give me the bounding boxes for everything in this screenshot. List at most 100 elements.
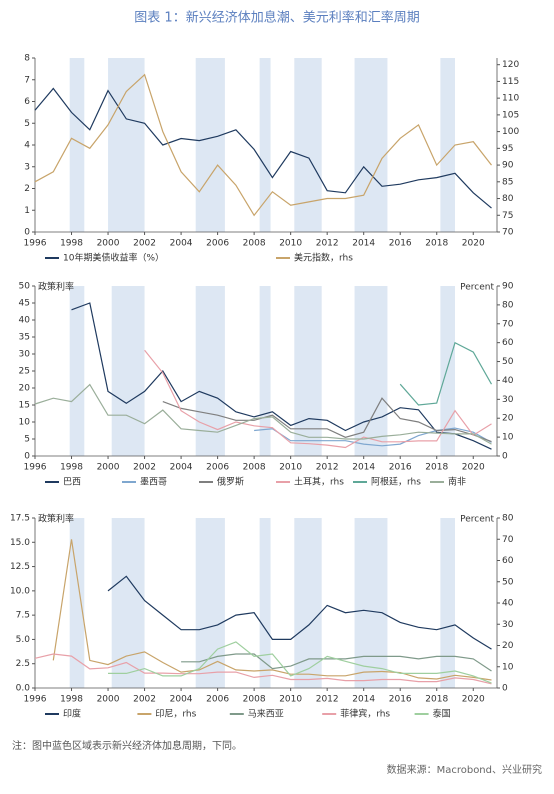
y-tick-label: 6	[24, 97, 30, 107]
x-tick-label: 2010	[279, 239, 302, 249]
shaded-period	[440, 518, 455, 688]
y-tick-label: 2	[24, 184, 30, 194]
legend-label: 10年期美债收益率（%）	[63, 252, 164, 264]
y-tick-label: 30	[19, 350, 31, 360]
shaded-period	[69, 286, 85, 456]
shaded-period	[294, 286, 322, 456]
x-tick-label: 2004	[170, 463, 193, 473]
x-tick-label: 2010	[279, 463, 302, 473]
y-tick-label: 1	[24, 206, 30, 216]
x-tick-label: 2008	[243, 695, 266, 705]
legend-label: 印尼，rhs	[155, 708, 196, 720]
y2-tick-label: 10	[502, 433, 514, 443]
legend-label: 美元指数，rhs	[294, 252, 353, 264]
x-tick-label: 2020	[462, 695, 485, 705]
x-tick-label: 2008	[243, 239, 266, 249]
y2-tick-label: 80	[502, 300, 514, 310]
shaded-period	[111, 286, 145, 456]
x-tick-label: 2018	[425, 239, 448, 249]
series-line	[52, 539, 492, 681]
shaded-period	[354, 58, 388, 232]
y-tick-label: 40	[19, 316, 31, 326]
legend-label: 菲律宾，rhs	[340, 708, 390, 720]
y2-tick-label: 60	[502, 556, 514, 566]
legend-label: 阿根廷，rhs	[371, 476, 421, 488]
y-tick-label: 45	[19, 299, 30, 309]
shaded-period	[294, 58, 322, 232]
y2-tick-label: 40	[502, 599, 514, 609]
x-tick-label: 2012	[316, 463, 339, 473]
y-tick-label: 25	[19, 367, 30, 377]
y2-tick-label: 20	[502, 641, 514, 651]
x-tick-label: 2020	[462, 239, 485, 249]
y2-tick-label: 85	[502, 177, 513, 187]
x-tick-label: 2000	[97, 239, 120, 249]
shaded-period	[440, 58, 455, 232]
x-tick-label: 2004	[170, 239, 193, 249]
x-tick-label: 1996	[24, 695, 47, 705]
y2-tick-label: 50	[502, 357, 514, 367]
y2-tick-label: 0	[502, 684, 508, 694]
y-tick-label: 50	[19, 282, 31, 292]
series-line	[34, 73, 492, 217]
y2-tick-label: 50	[502, 577, 514, 587]
x-tick-label: 2008	[243, 463, 266, 473]
left-axis-label: 政策利率	[38, 513, 74, 525]
shaded-period	[108, 58, 145, 232]
y2-tick-label: 10	[502, 662, 514, 672]
y-tick-label: 35	[19, 333, 30, 343]
x-tick-label: 2016	[389, 463, 412, 473]
y-tick-label: 5.0	[16, 635, 31, 645]
legend-label: 南非	[448, 476, 466, 488]
y2-tick-label: 30	[502, 620, 514, 630]
y-tick-label: 5	[24, 435, 30, 445]
y-tick-label: 15.0	[10, 538, 30, 548]
x-tick-label: 2012	[316, 239, 339, 249]
y-tick-label: 0	[24, 452, 30, 462]
legend-label: 印度	[63, 708, 81, 720]
x-tick-label: 2000	[97, 463, 120, 473]
series-line	[144, 349, 492, 449]
y2-tick-label: 95	[502, 144, 513, 154]
legend-label: 巴西	[63, 477, 81, 488]
series-line	[34, 653, 492, 685]
y-tick-label: 7.5	[16, 611, 30, 621]
x-tick-label: 1996	[24, 463, 47, 473]
x-tick-label: 2014	[352, 463, 375, 473]
legend-label: 土耳其，rhs	[294, 476, 344, 488]
x-tick-label: 1996	[24, 239, 47, 249]
y2-tick-label: 90	[502, 161, 514, 171]
y2-tick-label: 20	[502, 414, 514, 424]
shaded-period	[195, 286, 225, 456]
series-line	[108, 641, 492, 684]
legend-label: 俄罗斯	[217, 476, 244, 488]
shaded-period	[259, 286, 271, 456]
x-tick-label: 2004	[170, 695, 193, 705]
y-tick-label: 17.5	[10, 514, 30, 524]
y-tick-label: 10	[19, 418, 31, 428]
shaded-period	[259, 518, 271, 688]
shaded-period	[354, 518, 388, 688]
y2-tick-label: 110	[502, 94, 519, 104]
x-tick-label: 1998	[60, 463, 83, 473]
x-tick-label: 2018	[425, 463, 448, 473]
x-tick-label: 2006	[206, 695, 229, 705]
y-tick-label: 4	[24, 141, 30, 151]
x-tick-label: 2016	[389, 695, 412, 705]
y-tick-label: 10.0	[10, 586, 30, 596]
series-line	[34, 87, 492, 209]
x-tick-label: 2002	[133, 239, 156, 249]
y2-tick-label: 100	[502, 127, 519, 137]
y-tick-label: 0	[24, 228, 30, 238]
page-title: 图表 1：新兴经济体加息潮、美元利率和汇率周期	[134, 10, 419, 26]
shaded-period	[195, 58, 225, 232]
legend-label: 墨西哥	[140, 477, 167, 488]
y2-tick-label: 120	[502, 60, 519, 70]
shaded-period	[259, 58, 271, 232]
shaded-period	[354, 286, 388, 456]
series-line	[107, 575, 492, 650]
x-tick-label: 2016	[389, 239, 412, 249]
shaded-period	[69, 58, 85, 232]
y2-tick-label: 80	[502, 194, 514, 204]
y-tick-label: 0.0	[16, 684, 31, 694]
